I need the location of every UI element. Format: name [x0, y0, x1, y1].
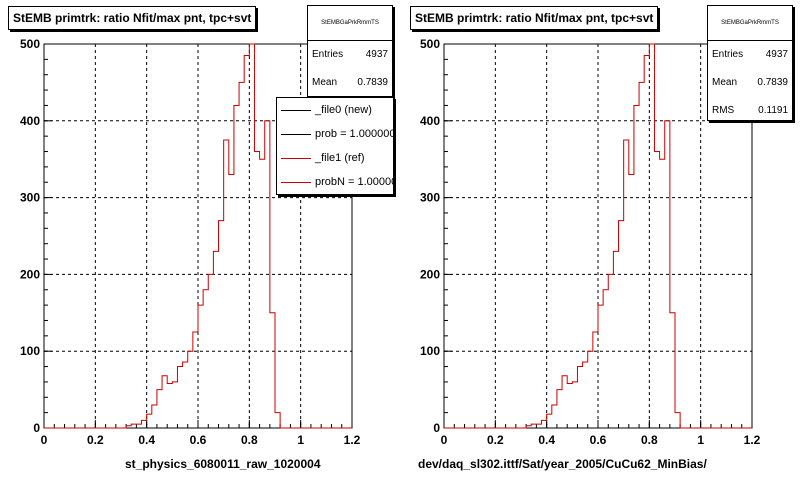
- left-ytick-label-4: 400: [20, 114, 40, 128]
- legend-entry-file1: _file1 (ref): [277, 146, 393, 170]
- right-ytick-label-0: 0: [433, 421, 440, 435]
- right-stats-mean-label: Mean: [712, 77, 738, 88]
- legend-line-prob: [281, 134, 311, 135]
- right-ytick-label-1: 100: [420, 344, 440, 358]
- right-xtick-label-3: 0.6: [590, 433, 607, 447]
- right-stats-rms-label: RMS: [712, 105, 735, 116]
- right-xtick-label-6: 1.2: [744, 433, 761, 447]
- right-x-caption: dev/daq_sl302.ittf/Sat/year_2005/CuCu62_…: [418, 457, 707, 471]
- left-stats-name: StEMBGaPrkRmmTS: [308, 6, 392, 41]
- right-xtick-label-5: 1: [697, 433, 704, 447]
- left-stats-entries-label: Entries: [312, 49, 344, 60]
- legend-entry-probn: probN = 1.000000: [277, 170, 393, 194]
- left-stats-entries-value: 4937: [365, 49, 388, 60]
- right-stats-row-entries: Entries 4937: [708, 41, 792, 69]
- right-ytick-label-5: 500: [420, 37, 440, 51]
- left-xtick-label-1: 0.2: [87, 433, 104, 447]
- right-stats-entries-value: 4937: [765, 49, 788, 60]
- left-xtick-label-5: 1: [297, 433, 304, 447]
- left-xtick-label-6: 1.2: [344, 433, 361, 447]
- left-legend: _file0 (new) prob = 1.000000 _file1 (ref…: [276, 97, 394, 195]
- left-stats-row-mean: Mean 0.7839: [308, 69, 392, 97]
- legend-label-file0: _file0 (new): [315, 104, 372, 116]
- legend-label-prob: prob = 1.000000: [315, 128, 394, 140]
- right-xtick-label-2: 0.4: [538, 433, 555, 447]
- left-ytick-label-1: 100: [20, 344, 40, 358]
- left-stats-box: StEMBGaPrkRmmTS Entries 4937 Mean 0.7839: [307, 5, 393, 97]
- right-ytick-label-3: 300: [420, 191, 440, 205]
- left-stats-row-entries: Entries 4937: [308, 41, 392, 69]
- left-ytick-label-0: 0: [33, 421, 40, 435]
- left-ytick-label-5: 500: [20, 37, 40, 51]
- legend-label-file1: _file1 (ref): [315, 152, 365, 164]
- right-ytick-label-2: 200: [420, 267, 440, 281]
- left-xtick-label-2: 0.4: [138, 433, 155, 447]
- legend-entry-prob: prob = 1.000000: [277, 122, 393, 146]
- left-xtick-label-3: 0.6: [190, 433, 207, 447]
- left-stats-mean-label: Mean: [312, 77, 338, 88]
- left-chart-title: StEMB primtrk: ratio Nfit/max pnt, tpc+s…: [8, 6, 257, 30]
- right-stats-name: StEMBGaPrkRmmTS: [708, 6, 792, 41]
- right-stats-row-mean: Mean 0.7839: [708, 69, 792, 97]
- right-stats-mean-value: 0.7839: [757, 77, 788, 88]
- right-stats-entries-label: Entries: [712, 49, 744, 60]
- legend-label-probn: probN = 1.000000: [315, 176, 393, 188]
- right-chart-title: StEMB primtrk: ratio Nfit/max pnt, tpc+s…: [410, 6, 659, 30]
- right-stats-box: StEMBGaPrkRmmTS Entries 4937 Mean 0.7839…: [707, 5, 793, 121]
- right-xtick-label-4: 0.8: [641, 433, 658, 447]
- left-xtick-label-4: 0.8: [241, 433, 258, 447]
- right-xtick-label-0: 0: [441, 433, 448, 447]
- legend-line-file0: [281, 110, 311, 111]
- left-ytick-label-2: 200: [20, 267, 40, 281]
- right-stats-row-rms: RMS 0.1191: [708, 97, 792, 125]
- left-histogram-line: [44, 43, 352, 429]
- right-xtick-label-1: 0.2: [487, 433, 504, 447]
- legend-line-probn: [281, 182, 311, 183]
- left-stats-mean-value: 0.7839: [357, 77, 388, 88]
- right-ytick-label-4: 400: [420, 114, 440, 128]
- left-ytick-label-3: 300: [20, 191, 40, 205]
- left-xtick-label-0: 0: [41, 433, 48, 447]
- legend-entry-file0: _file0 (new): [277, 98, 393, 122]
- right-stats-rms-value: 0.1191: [758, 105, 788, 116]
- right-histogram-line: [444, 43, 752, 429]
- left-x-caption: st_physics_6080011_raw_1020004: [125, 457, 321, 471]
- legend-line-file1: [281, 158, 311, 159]
